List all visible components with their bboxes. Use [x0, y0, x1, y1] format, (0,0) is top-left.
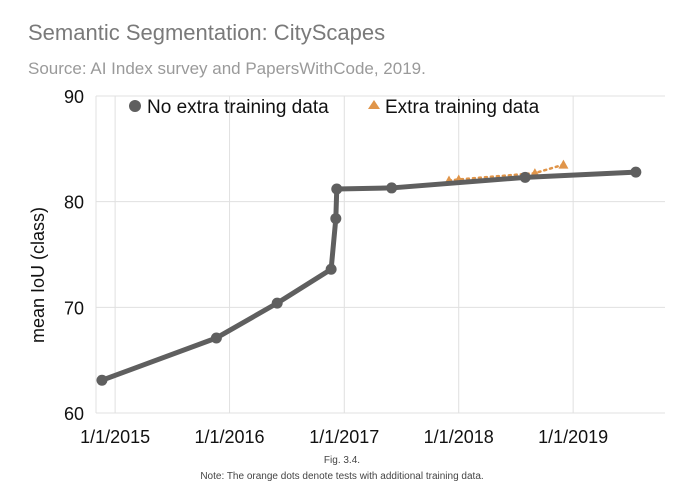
- data-point-no-extra: [271, 297, 283, 309]
- y-axis-label: mean IoU (class): [28, 207, 48, 343]
- chart-subtitle: Source: AI Index survey and PapersWithCo…: [28, 59, 426, 78]
- data-point-no-extra: [386, 182, 398, 194]
- x-tick-label: 1/1/2018: [424, 427, 494, 447]
- data-point-no-extra: [331, 183, 343, 195]
- legend-marker-no-extra: [129, 100, 141, 112]
- y-tick-label: 90: [64, 87, 84, 107]
- y-tick-label: 70: [64, 298, 84, 318]
- data-point-no-extra: [325, 263, 337, 275]
- gridlines: [95, 95, 665, 414]
- x-tick-labels: 1/1/2015 1/1/2016 1/1/2017 1/1/2018 1/1/2019: [80, 427, 608, 447]
- data-point-no-extra: [630, 166, 642, 178]
- legend: No extra training data Extra training da…: [129, 97, 540, 118]
- legend-label-extra: Extra training data: [385, 97, 540, 118]
- y-tick-labels: 60 70 80 90: [64, 87, 84, 424]
- data-point-no-extra: [96, 374, 108, 386]
- data-point-no-extra: [330, 213, 342, 225]
- x-tick-label: 1/1/2019: [538, 427, 608, 447]
- x-tick-label: 1/1/2017: [309, 427, 379, 447]
- chart-title: Semantic Segmentation: CityScapes: [28, 20, 386, 45]
- series-line-extra: [447, 163, 565, 182]
- data-point-no-extra: [210, 332, 222, 344]
- figure-label: Fig. 3.4.: [323, 455, 361, 466]
- x-tick-label: 1/1/2015: [80, 427, 150, 447]
- legend-label-no-extra: No extra training data: [147, 97, 329, 118]
- series-layer: [96, 159, 642, 386]
- data-point-extra: [558, 159, 569, 169]
- y-tick-label: 80: [64, 193, 84, 213]
- data-point-no-extra: [519, 171, 531, 183]
- legend-marker-extra: [368, 100, 380, 109]
- y-tick-label: 60: [64, 404, 84, 424]
- x-tick-label: 1/1/2016: [195, 427, 265, 447]
- figure-note: Note: The orange dots denote tests with …: [200, 471, 484, 482]
- series-line-no-extra: [99, 169, 639, 383]
